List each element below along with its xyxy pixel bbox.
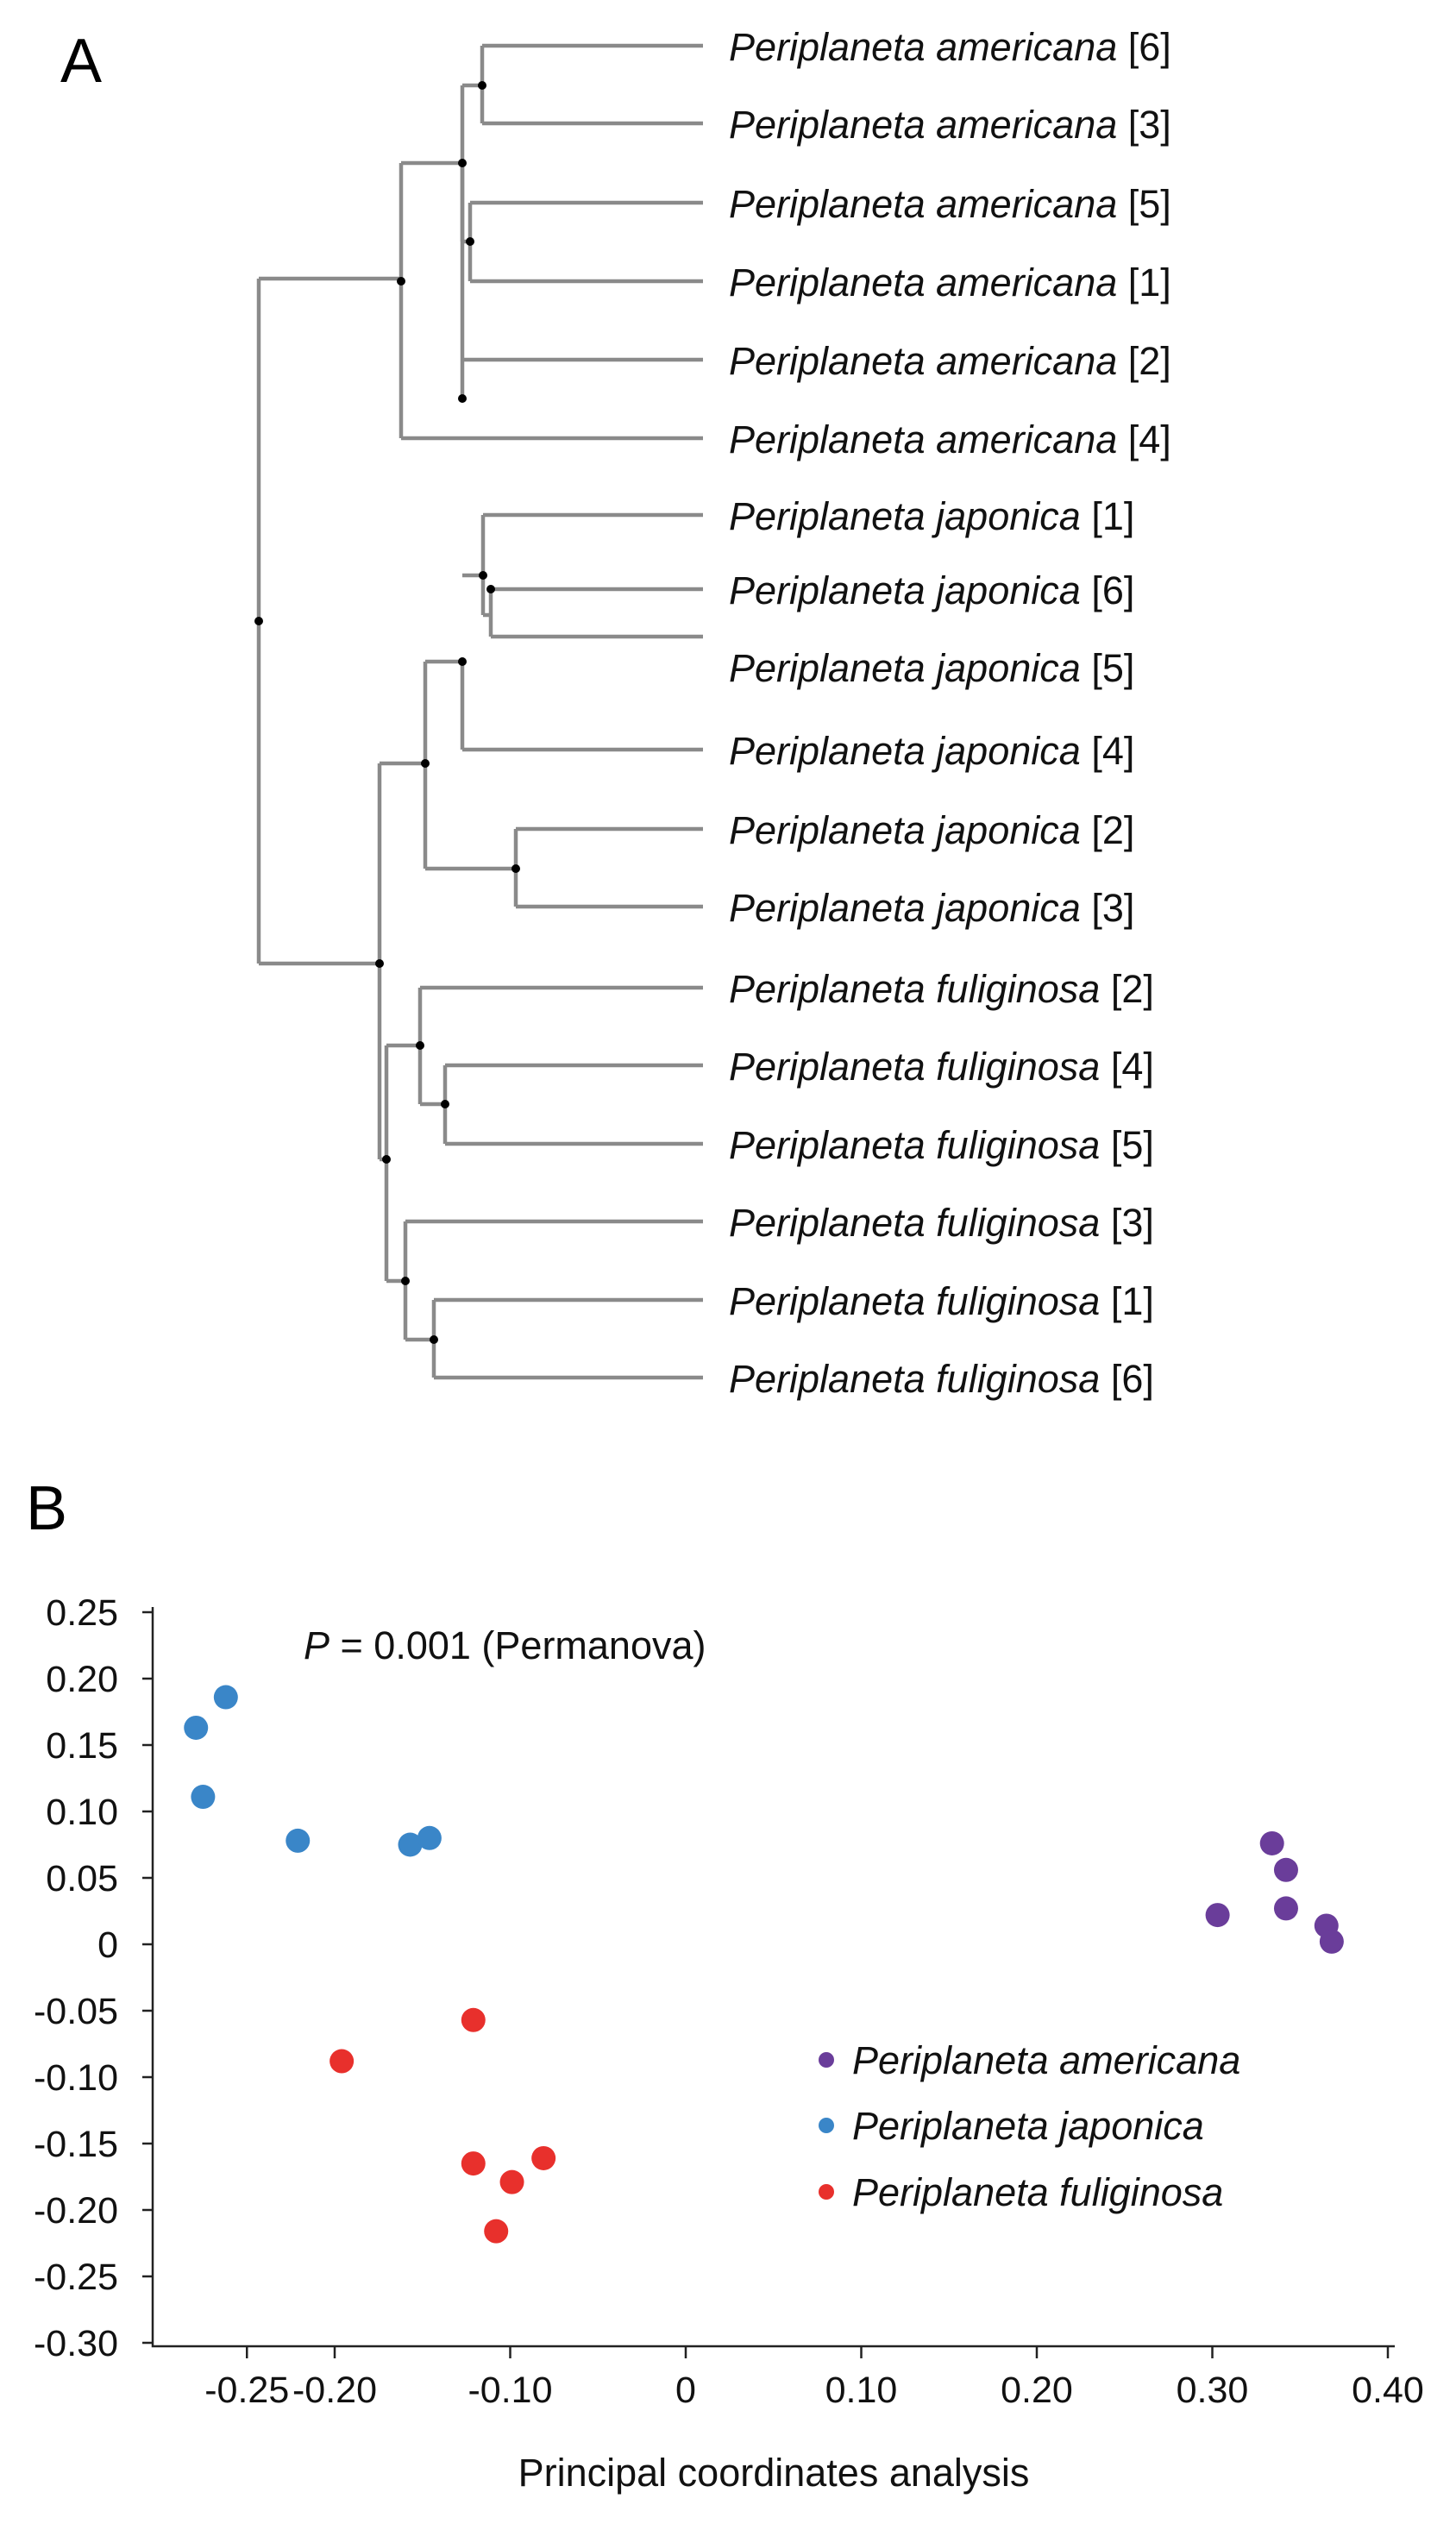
leaf-label: Periplaneta fuliginosa [1] [729,1279,1154,1323]
leaf-label: Periplaneta japonica [1] [729,494,1134,538]
y-tick-label: -0.20 [34,2190,118,2232]
leaf-label: Periplaneta americana [4] [729,417,1171,461]
legend-label: Periplaneta fuliginosa [852,2170,1223,2214]
x-axis: -0.25 -0.20 -0.10 0 0.10 0.20 0.30 0.40 [204,2346,1424,2411]
y-tick-label: 0.15 [46,1725,118,1767]
leaf-label: Periplaneta americana [6] [729,25,1171,69]
leaf-label: Periplaneta americana [1] [729,261,1171,304]
tree-node [401,1277,410,1285]
x-tick-label: -0.20 [292,2370,377,2411]
y-tick-label: 0.05 [46,1858,118,1899]
leaf-label: Periplaneta fuliginosa [3] [729,1201,1154,1245]
tree-node [375,959,384,968]
leaf-labels: Periplaneta americana [6] Periplaneta am… [729,25,1171,1401]
leaf-label: Periplaneta americana [2] [729,339,1171,383]
y-tick-label: -0.10 [34,2057,118,2099]
tree-node [479,571,487,580]
data-point [461,2151,486,2176]
p-value-annotation: P = 0.001 (Permanova) [304,1623,706,1667]
data-point [1259,1830,1284,1855]
legend: Periplaneta americana Periplaneta japonic… [819,2038,1240,2214]
leaf-label: Periplaneta japonica [5] [729,646,1134,690]
panel-a-label: A [60,27,102,96]
x-tick-label: 0.20 [1001,2370,1073,2411]
data-point [531,2145,556,2170]
leaf-label: Periplaneta japonica [3] [729,886,1134,930]
tree-node [458,394,467,403]
tree-node [458,657,467,666]
tree-node [441,1100,449,1108]
legend-marker [819,2118,834,2133]
x-tick-label: 0.10 [825,2370,898,2411]
x-tick-label: 0.40 [1352,2370,1424,2411]
legend-marker [819,2184,834,2200]
data-points [184,1685,1344,2244]
axis-frame [151,1607,1395,2348]
x-axis-title: Principal coordinates analysis [518,2451,1030,2495]
y-tick-label: -0.05 [34,1991,118,2032]
tree-node [382,1155,391,1164]
data-point [1319,1929,1344,1954]
y-tick-label: 0.20 [46,1659,118,1700]
leaf-label: Periplaneta americana [3] [729,103,1171,147]
y-tick-label: -0.30 [34,2323,118,2364]
data-point [213,1685,238,1710]
leaf-label: Periplaneta fuliginosa [2] [729,967,1154,1011]
dendrogram [254,43,703,1380]
y-axis: 0.25 0.20 0.15 0.10 0.05 0 -0.05 -0.10 -0.15 -0.2… [34,1592,153,2364]
data-point [184,1715,209,1740]
leaf-label: Periplaneta fuliginosa [4] [729,1045,1154,1089]
data-point [484,2219,509,2244]
tree-node [478,81,486,90]
y-tick-label: -0.25 [34,2257,118,2298]
leaf-label: Periplaneta fuliginosa [5] [729,1123,1154,1167]
data-point [417,1825,442,1850]
panel-b-label: B [26,1474,67,1543]
tree-node [430,1335,438,1344]
legend-label: Periplaneta japonica [852,2104,1204,2148]
tree-node [458,159,467,167]
leaf-label: Periplaneta japonica [6] [729,568,1134,612]
data-point [286,1828,311,1853]
leaf-label: Periplaneta japonica [4] [729,729,1134,773]
tree-node [254,617,263,625]
x-tick-label: -0.10 [468,2370,552,2411]
tree-node [486,585,495,593]
data-point [191,1785,216,1810]
x-tick-label: 0.30 [1177,2370,1249,2411]
y-tick-label: 0.10 [46,1792,118,1833]
tree-node [397,277,405,286]
tree-node [416,1041,424,1050]
data-point [329,2049,355,2074]
leaf-label: Periplaneta japonica [2] [729,808,1134,852]
legend-marker [819,2052,834,2068]
data-point [499,2169,524,2194]
data-point [398,1832,423,1857]
leaf-label: Periplaneta fuliginosa [6] [729,1357,1154,1401]
x-tick-label: 0 [675,2370,696,2411]
legend-label: Periplaneta americana [852,2038,1240,2082]
data-point [1273,1857,1298,1882]
y-tick-label: -0.15 [34,2124,118,2165]
tree-node [466,237,474,246]
data-point [1205,1903,1230,1928]
x-tick-label: -0.25 [204,2370,289,2411]
data-point [461,2007,486,2032]
tree-node [511,864,520,873]
tree-node [421,759,430,768]
scatter-plot: 0.25 0.20 0.15 0.10 0.05 0 -0.05 -0.10 -0.15 -0.2… [34,1592,1424,2495]
y-tick-label: 0.25 [46,1592,118,1634]
data-point [1273,1896,1298,1921]
y-tick-label: 0 [97,1924,118,1966]
leaf-label: Periplaneta americana [5] [729,182,1171,226]
